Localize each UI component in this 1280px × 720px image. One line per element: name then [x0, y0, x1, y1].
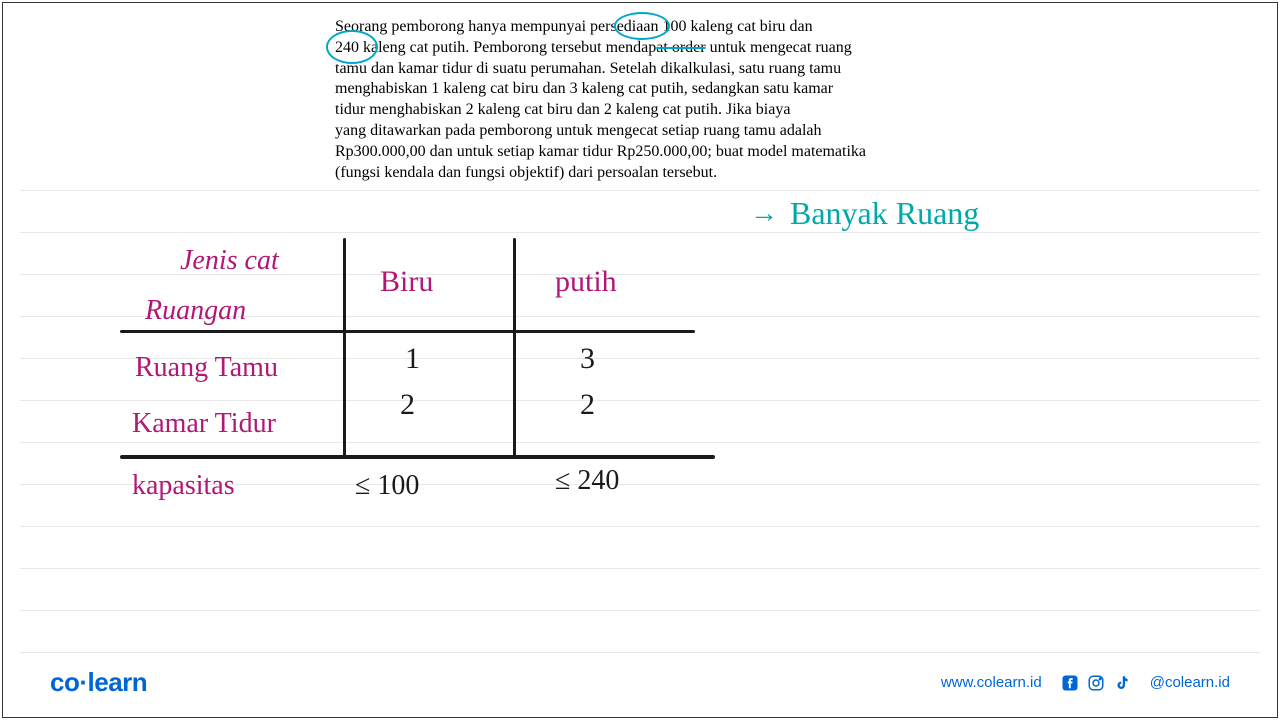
circle-annotation-240 — [326, 30, 378, 64]
problem-text-frag: untuk mengecat ruang — [706, 39, 852, 56]
problem-text-strike: at order — [656, 39, 705, 56]
hw-val-1: 1 — [405, 342, 420, 376]
problem-text-line: (fungsi kendala dan fungsi objektif) dar… — [335, 164, 717, 181]
table-vline-2 — [513, 238, 516, 458]
hw-kamar-tidur: Kamar Tidur — [132, 408, 276, 440]
problem-text-frag: aleng cat putih. Pemborong tersebut mend… — [371, 39, 656, 56]
hw-arrow: → — [750, 198, 778, 230]
tiktok-icon — [1112, 673, 1132, 693]
problem-text-line: yang ditawarkan pada pemborong untuk men… — [335, 122, 822, 139]
problem-text-line: menghabiskan 1 kaleng cat biru dan 3 kal… — [335, 80, 833, 97]
problem-text-line: tamu dan kamar tidur di suatu perumahan.… — [335, 60, 841, 77]
hw-val-2a: 2 — [400, 388, 415, 422]
problem-text-line: Rp300.000,00 dan untuk setiap kamar tidu… — [335, 143, 866, 160]
hw-ruang-tamu: Ruang Tamu — [135, 352, 278, 384]
hw-cap-240: ≤ 240 — [555, 465, 619, 497]
hw-kapasitas: kapasitas — [132, 470, 235, 502]
footer: co·learn www.colearn.id @colearn.id — [0, 667, 1280, 698]
hw-ruangan: Ruangan — [145, 295, 246, 327]
logo-learn: learn — [88, 667, 148, 697]
footer-right: www.colearn.id @colearn.id — [941, 673, 1230, 693]
hw-val-2b: 2 — [580, 388, 595, 422]
problem-text-line: tidur menghabiskan 2 kaleng cat biru dan… — [335, 101, 790, 118]
logo-dot: · — [79, 667, 87, 697]
table-vline-1 — [343, 238, 346, 458]
hw-putih: putih — [555, 265, 617, 299]
table-hline-2 — [120, 455, 715, 459]
hw-val-3: 3 — [580, 342, 595, 376]
social-icons — [1060, 673, 1132, 693]
hw-cap-100: ≤ 100 — [355, 470, 419, 502]
problem-text-frag: leng cat biru dan — [706, 18, 813, 35]
colearn-logo: co·learn — [50, 667, 147, 698]
table-hline-1 — [120, 330, 695, 333]
instagram-icon — [1086, 673, 1106, 693]
problem-statement: Seorang pemborong hanya mempunyai persed… — [335, 17, 895, 183]
footer-handle: @colearn.id — [1150, 674, 1230, 691]
footer-url: www.colearn.id — [941, 674, 1042, 691]
hw-jenis-cat: Jenis cat — [180, 245, 279, 277]
facebook-icon — [1060, 673, 1080, 693]
hw-banyak-ruang: Banyak Ruang — [790, 195, 979, 232]
hw-biru: Biru — [380, 265, 433, 299]
circle-annotation-100 — [614, 12, 670, 40]
logo-co: co — [50, 667, 79, 697]
